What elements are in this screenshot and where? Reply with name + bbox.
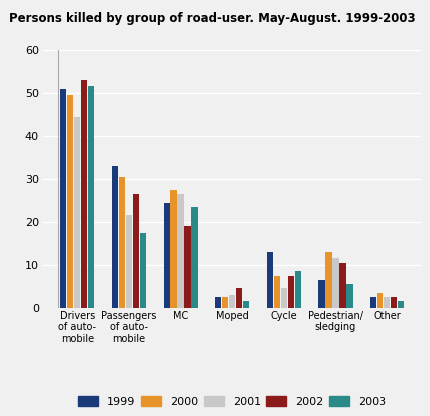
Bar [74,116,80,308]
Bar [60,89,66,308]
Bar [370,297,376,308]
Bar [288,276,294,308]
Bar [326,252,332,308]
Bar [229,295,235,308]
Bar [191,207,198,308]
Bar [267,252,273,308]
Bar [384,297,390,308]
Bar [274,276,280,308]
Legend: 1999, 2000, 2001, 2002, 2003: 1999, 2000, 2001, 2002, 2003 [78,396,386,407]
Bar [339,263,346,308]
Bar [67,95,74,308]
Bar [236,289,242,308]
Bar [140,233,146,308]
Bar [184,226,190,308]
Bar [332,258,338,308]
Text: Persons killed by group of road-user. May-August. 1999-2003: Persons killed by group of road-user. Ma… [9,12,415,25]
Bar [178,194,184,308]
Bar [119,177,125,308]
Bar [222,297,228,308]
Bar [81,80,87,308]
Bar [88,87,94,308]
Bar [126,215,132,308]
Bar [133,194,139,308]
Bar [319,280,325,308]
Bar [170,190,177,308]
Bar [163,203,170,308]
Bar [377,293,383,308]
Bar [398,301,404,308]
Bar [112,166,118,308]
Bar [295,271,301,308]
Bar [391,297,397,308]
Bar [243,301,249,308]
Bar [346,284,353,308]
Bar [215,297,221,308]
Bar [281,289,287,308]
